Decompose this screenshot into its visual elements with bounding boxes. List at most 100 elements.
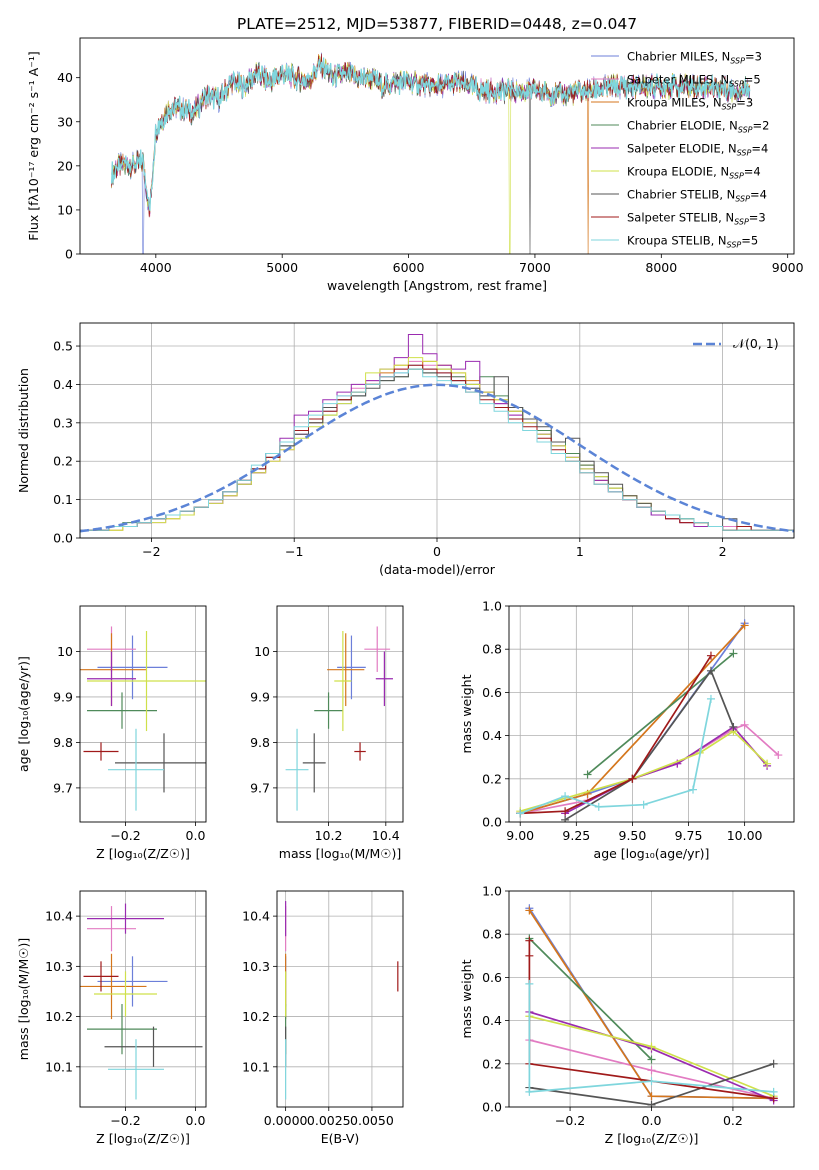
axes-frame xyxy=(79,322,795,539)
plot-area xyxy=(285,901,399,1100)
panel-weight-vs-age: 9.00 9.25 9.50 9.75 10.00 0.0 0.2 0.4 0.6 0.8 1.0 a… xyxy=(459,599,795,861)
weight-marker xyxy=(516,809,525,818)
x-tick-label: 6000 xyxy=(393,260,425,275)
weight-marker xyxy=(594,802,603,811)
y-tick-label: 0.2 xyxy=(482,1056,502,1071)
x-tick-label: 8000 xyxy=(645,260,677,275)
legend-series-name: Salpeter MILES, N xyxy=(627,73,729,87)
legend-entry: Salpeter STELIB, NSSP=3 xyxy=(627,211,766,227)
axes-frame xyxy=(508,890,795,1108)
y-tick-label: 9.7 xyxy=(250,780,270,795)
legend-subscript: SSP xyxy=(738,126,753,135)
x-axis-label: (data-model)/error xyxy=(379,562,496,577)
y-tick-label: 0.4 xyxy=(482,1013,502,1028)
y-axis-label: Normed distribution xyxy=(16,368,31,493)
plot-area xyxy=(80,334,794,538)
weight-marker xyxy=(525,936,534,945)
x-tick-label: −0.2 xyxy=(110,1113,140,1128)
weight-marker xyxy=(706,666,715,675)
y-axis-label: mass weight xyxy=(459,674,474,753)
weight-marker xyxy=(647,1092,656,1101)
axes-frame xyxy=(79,37,795,255)
y-tick-label: 10.1 xyxy=(45,1059,73,1074)
x-tick-label: 0 xyxy=(433,544,441,559)
legend-entry: Chabrier STELIB, NSSP=4 xyxy=(627,188,767,204)
weight-marker xyxy=(647,1077,656,1086)
y-tick-label: 30 xyxy=(57,114,73,129)
legend-nssp: =3 xyxy=(749,211,766,225)
x-tick-label: 4000 xyxy=(140,260,172,275)
legend-series-name: Kroupa MILES, N xyxy=(627,96,722,110)
legend-series-name: Chabrier ELODIE, N xyxy=(627,119,738,133)
x-tick-label: 2 xyxy=(719,544,727,559)
x-tick-label: −1 xyxy=(285,544,303,559)
x-tick-label: 0.0 xyxy=(642,1113,662,1128)
weight-marker xyxy=(769,1059,778,1068)
x-tick-label: 0.0050 xyxy=(350,1113,394,1128)
weight-marker xyxy=(561,815,570,822)
legend-entry: Salpeter MILES, NSSP=5 xyxy=(627,73,761,89)
axes-frame xyxy=(79,605,207,823)
legend-subscript: SSP xyxy=(737,149,752,158)
weight-line-8 xyxy=(519,698,712,815)
legend-series-name: Salpeter STELIB, N xyxy=(627,211,734,225)
y-tick-label: 9.7 xyxy=(53,780,73,795)
legend-series-name: Salpeter ELODIE, N xyxy=(627,142,737,156)
figure-title: PLATE=2512, MJD=53877, FIBERID=0448, z=0… xyxy=(237,15,637,33)
weight-marker xyxy=(628,774,637,783)
x-tick-label: 7000 xyxy=(519,260,551,275)
weight-marker xyxy=(729,722,738,731)
weight-marker xyxy=(561,807,570,816)
legend-entry: Kroupa MILES, NSSP=3 xyxy=(627,96,753,112)
x-axis-label: Z [log₁₀(Z/Z☉)] xyxy=(96,846,190,861)
x-tick-label: 0.0 xyxy=(186,828,206,843)
normal-curve xyxy=(80,383,794,533)
y-tick-label: 20 xyxy=(57,158,73,173)
histogram-8 xyxy=(80,368,794,538)
weight-marker xyxy=(769,1087,778,1096)
legend-entry-normal: 𝒩(0, 1) xyxy=(733,336,779,351)
y-tick-label: 0.2 xyxy=(53,454,73,469)
y-tick-label: 0 xyxy=(65,247,73,262)
y-tick-label: 0.2 xyxy=(482,771,502,786)
y-tick-label: 10.2 xyxy=(242,1009,270,1024)
x-axis-label: Z [log₁₀(Z/Z☉)] xyxy=(96,1131,190,1146)
plots-layer: 4000 5000 6000 7000 8000 9000010203040wavelen… xyxy=(16,37,804,1146)
y-axis-label: mass [log₁₀(M/M☉)] xyxy=(16,938,31,1060)
y-tick-label: 9.8 xyxy=(53,735,73,750)
weight-marker xyxy=(706,651,715,660)
legend-subscript: SSP xyxy=(722,103,737,112)
y-tick-label: 10.1 xyxy=(242,1059,270,1074)
panel-mass-vs-EBV: 0.0000 0.0025 0.0050 10.1 10.2 10.3 10.4 E(B-V) xyxy=(242,890,404,1146)
y-tick-label: 10 xyxy=(57,644,73,659)
x-axis-label: mass [log₁₀(M/M☉)] xyxy=(279,846,401,861)
weight-marker xyxy=(647,1055,656,1064)
legend-nssp: =2 xyxy=(753,119,770,133)
weight-marker xyxy=(647,1100,656,1107)
legend-entry: Chabrier ELODIE, NSSP=2 xyxy=(627,119,769,135)
y-tick-label: 0.0 xyxy=(482,815,502,830)
y-axis-label: mass weight xyxy=(459,959,474,1038)
legend-subscript: SSP xyxy=(729,172,744,181)
plot-area xyxy=(285,626,393,811)
legend-nssp: =4 xyxy=(751,142,768,156)
y-tick-label: 1.0 xyxy=(482,599,502,614)
weight-line-3 xyxy=(528,937,653,1061)
axes-frame xyxy=(276,605,404,823)
legend-nssp: =3 xyxy=(745,50,762,64)
y-tick-label: 0.3 xyxy=(53,415,73,430)
y-tick-label: 0.4 xyxy=(482,728,502,743)
y-tick-label: 10 xyxy=(254,644,270,659)
x-tick-label: 10.4 xyxy=(372,828,400,843)
x-tick-label: 9.25 xyxy=(562,828,590,843)
weight-line-6 xyxy=(564,669,735,821)
weight-marker xyxy=(639,800,648,809)
x-tick-label: −2 xyxy=(142,544,160,559)
x-axis-label: wavelength [Angstrom, rest frame] xyxy=(327,278,547,293)
y-tick-label: 10.4 xyxy=(242,909,270,924)
weight-line-8 xyxy=(528,983,774,1093)
plot-area xyxy=(111,52,751,254)
weight-line-7 xyxy=(520,655,712,815)
